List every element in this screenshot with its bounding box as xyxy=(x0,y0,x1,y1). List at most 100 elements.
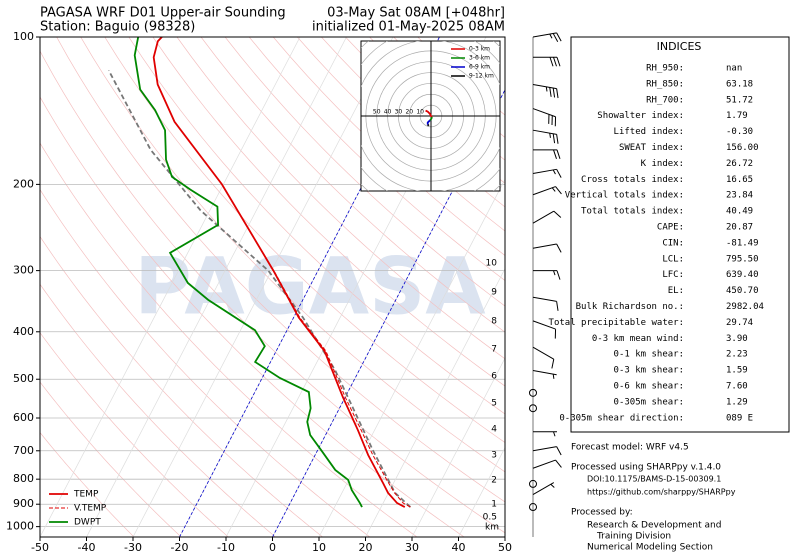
barb-full xyxy=(549,87,552,97)
barb-half xyxy=(553,431,556,437)
wind-barb xyxy=(529,503,537,512)
dry-adiabat xyxy=(128,37,505,415)
dry-adiabat xyxy=(40,431,135,537)
wind-barb xyxy=(532,108,557,127)
y-tick-label: 800 xyxy=(13,472,34,485)
index-label: SWEAT index: xyxy=(619,143,684,153)
isotherm xyxy=(365,267,505,537)
barb-full xyxy=(552,87,556,98)
x-tick-label: 50 xyxy=(498,541,512,554)
index-label: RH_700: xyxy=(646,95,684,105)
isotherm xyxy=(132,37,394,537)
footer-text: Research & Development and xyxy=(587,521,721,531)
barb-full xyxy=(553,210,562,218)
title: PAGASA WRF D01 Upper-air Sounding xyxy=(40,6,286,21)
wind-barb xyxy=(532,346,555,369)
dry-adiabat xyxy=(40,96,465,537)
index-value: 51.72 xyxy=(726,95,753,105)
index-value: 7.60 xyxy=(726,382,748,392)
footer-text: Numerical Modeling Section xyxy=(587,543,713,553)
index-value: 1.29 xyxy=(726,397,748,407)
footer-text: Forecast model: WRF v4.5 xyxy=(571,443,689,453)
barb-staff xyxy=(532,210,555,224)
wind-barb xyxy=(532,168,562,178)
subtitle: Station: Baguio (98328) xyxy=(40,20,195,35)
barb-full xyxy=(556,243,562,253)
barb-half xyxy=(550,483,555,488)
x-tick-label: -30 xyxy=(124,541,142,554)
barb-full xyxy=(552,133,556,144)
footer-text: https://github.com/sharppy/SHARPpy xyxy=(587,488,736,497)
barb-staff xyxy=(532,459,556,469)
x-tick-label: -40 xyxy=(78,541,96,554)
x-tick-label: 0 xyxy=(269,541,276,554)
height-label: 8 xyxy=(491,316,497,326)
index-label: LCL: xyxy=(662,254,684,264)
plot-area xyxy=(40,37,505,537)
barb-staff xyxy=(532,370,557,376)
wind-barb xyxy=(533,56,561,67)
index-label: 0-305m shear direction: xyxy=(559,413,684,423)
index-value: nan xyxy=(726,64,742,74)
index-value: 26.72 xyxy=(726,159,753,169)
y-tick-label: 500 xyxy=(13,372,34,385)
hodo-trace xyxy=(429,116,433,121)
wind-barb xyxy=(532,370,557,379)
wind-barb xyxy=(529,479,537,488)
index-label: Bulk Richardson no.: xyxy=(576,302,684,312)
y-tick-label: 100 xyxy=(13,30,34,43)
series-line xyxy=(152,37,406,508)
barb-full xyxy=(556,57,561,67)
index-label: K index: xyxy=(641,159,684,169)
index-value: 2.23 xyxy=(726,350,748,360)
dry-adiabat xyxy=(40,332,229,537)
index-value: 29.74 xyxy=(726,318,753,328)
barb-staff xyxy=(532,320,556,330)
dry-adiabat xyxy=(200,37,505,333)
hodo-trace xyxy=(426,119,431,125)
index-label: 0-6 km shear: xyxy=(614,382,684,392)
wind-barb xyxy=(532,83,559,99)
barb-staff xyxy=(532,243,557,249)
init-time: initialized 01-May-2025 08AM xyxy=(312,20,505,35)
hodo-ring-label: 10 xyxy=(416,109,424,116)
barb-staff xyxy=(532,32,557,38)
y-tick-label: 600 xyxy=(13,411,34,424)
dry-adiabat xyxy=(40,381,182,537)
barb-full xyxy=(556,270,561,280)
barb-staff xyxy=(532,108,556,118)
isotherm xyxy=(318,178,505,537)
height-unit: km xyxy=(485,523,499,533)
isotherm xyxy=(86,37,347,537)
index-label: CAPE: xyxy=(657,223,684,233)
index-label: Cross totals index: xyxy=(581,175,684,185)
height-label: 6 xyxy=(491,372,497,382)
x-tick-label: 10 xyxy=(312,541,326,554)
y-tick-label: 200 xyxy=(13,177,34,190)
height-label: 4 xyxy=(491,424,497,434)
wind-barb xyxy=(533,149,561,159)
hodo-ring-label: 50 xyxy=(373,109,381,116)
dry-adiabat xyxy=(248,37,505,281)
hodo-legend-label: 6-9 km xyxy=(469,64,490,71)
barb-staff xyxy=(532,346,555,360)
barb-full xyxy=(551,359,555,369)
index-value: 63.18 xyxy=(726,79,753,89)
barb-full xyxy=(549,57,554,67)
barb-staff xyxy=(532,446,557,452)
barb-half xyxy=(551,187,556,192)
isotherm xyxy=(40,37,301,537)
dry-adiabat xyxy=(40,235,323,537)
index-value: -81.49 xyxy=(726,238,759,248)
index-value: 16.65 xyxy=(726,175,753,185)
x-tick-label: 30 xyxy=(405,541,419,554)
legend-label: V.TEMP xyxy=(74,504,107,514)
dry-adiabat xyxy=(40,283,276,537)
index-label: Total totals index: xyxy=(581,207,684,217)
dry-adiabat xyxy=(104,37,505,444)
barb-staff xyxy=(532,168,557,174)
dry-adiabat xyxy=(80,37,505,473)
index-value: 2982.04 xyxy=(726,302,764,312)
wind-barb xyxy=(532,459,562,469)
